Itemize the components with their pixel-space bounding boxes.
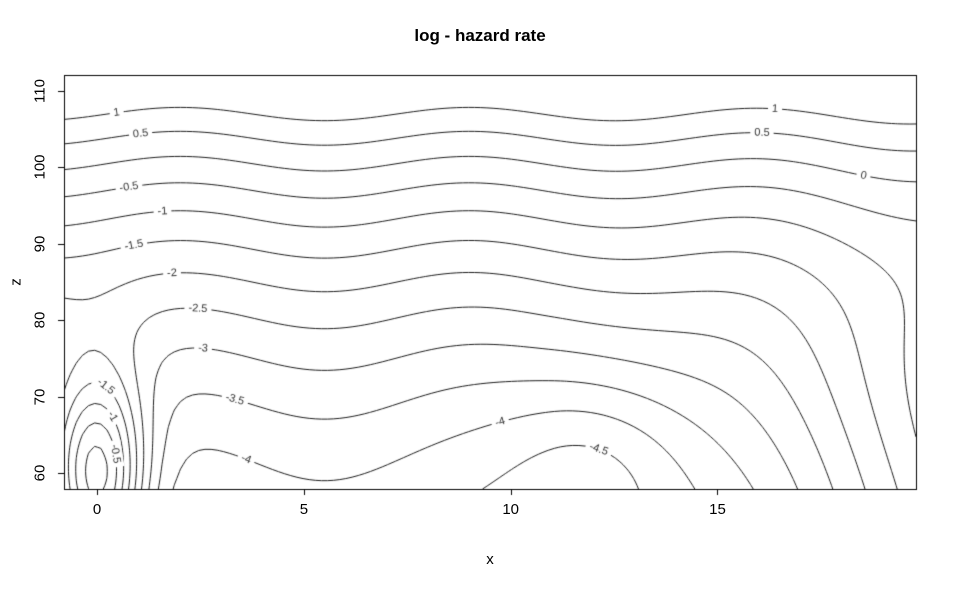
z-tick-label: 60 [31, 464, 49, 482]
chart-title: log - hazard rate [414, 26, 546, 45]
z-tick-label: 70 [31, 388, 49, 405]
x-tick-label: 5 [299, 501, 309, 518]
z-tick-label: 90 [31, 235, 49, 253]
x-axis-label: x [486, 551, 494, 568]
x-tick-label: 0 [92, 501, 102, 518]
z-tick-label: 100 [31, 154, 49, 180]
z-tick-label: 80 [31, 311, 49, 329]
z-axis-label: z [7, 278, 25, 286]
x-tick-label: 10 [502, 501, 520, 518]
x-tick-label: 15 [709, 501, 726, 518]
z-tick-label: 110 [31, 79, 49, 103]
